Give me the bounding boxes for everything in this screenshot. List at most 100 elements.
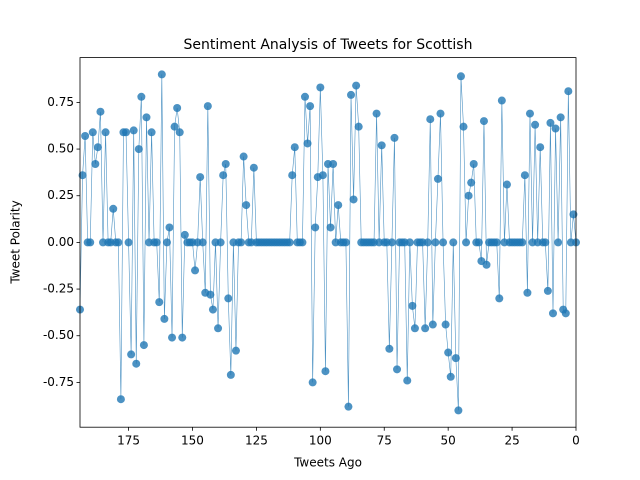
x-tick-label: 175 [117,434,140,448]
point [196,173,205,182]
point [316,83,325,92]
point [441,320,450,329]
chart-title: Sentiment Analysis of Tweets for Scottis… [184,37,473,53]
point [321,367,330,376]
point [467,178,476,187]
point [101,128,110,137]
point [520,171,529,180]
point [208,305,217,314]
point [147,128,156,137]
point [303,139,312,148]
point [116,395,125,404]
x-tick-label: 150 [181,434,204,448]
point [454,406,463,415]
x-tick-label: 100 [309,434,332,448]
y-tick-label: -0.25 [43,282,74,296]
point [175,128,184,137]
point [431,238,440,247]
point [96,107,105,116]
point [426,115,435,124]
point [88,128,97,137]
point [387,238,396,247]
point [152,238,161,247]
point [433,174,442,183]
x-tick-label: 75 [377,434,392,448]
point [109,204,118,213]
point [285,238,294,247]
point [525,109,534,118]
point [191,266,200,275]
point [421,324,430,333]
point [449,238,458,247]
point [290,143,299,152]
point [198,238,207,247]
point [446,372,455,381]
y-axis-label: Tweet Polarity [9,200,23,284]
point [482,260,491,269]
point [393,365,402,374]
point [127,350,136,359]
y-tick-label: 0.50 [47,142,74,156]
point [492,238,501,247]
point [165,223,174,232]
y-tick-label: 0.00 [47,235,74,249]
point [405,238,414,247]
point [226,370,235,379]
point [551,124,560,133]
point [546,118,555,127]
point [408,301,417,310]
point [352,81,361,90]
point [242,201,251,210]
point [561,309,570,318]
point [206,290,215,299]
point [78,171,87,180]
point [216,238,225,247]
point [334,201,343,210]
point [129,126,138,135]
point [239,152,248,161]
point [219,171,228,180]
axes-frame [79,57,577,428]
x-tick-label: 0 [572,434,580,448]
point [569,210,578,219]
point [410,324,419,333]
point [139,341,148,350]
point [502,180,511,189]
point [564,87,573,96]
point [214,324,223,333]
point [462,238,471,247]
y-tick-label: 0.75 [47,95,74,109]
point [306,102,315,111]
point [132,359,141,368]
point [122,128,131,137]
y-tick-label: -0.50 [43,328,74,342]
point [308,378,317,387]
point [318,171,327,180]
point [231,346,240,355]
point [298,238,307,247]
point [451,354,460,363]
x-axis-label: Tweets Ago [293,456,362,470]
point [556,113,565,122]
y-tick-label: -0.75 [43,375,74,389]
point [497,96,506,105]
point [548,309,557,318]
point [173,104,182,112]
point [300,92,309,101]
point [385,344,394,353]
point [134,145,143,154]
point [390,133,399,142]
point [326,223,335,232]
point [124,238,133,247]
point [114,238,123,247]
point [168,333,177,342]
point [444,348,453,357]
point [354,122,363,131]
point [428,320,437,329]
y-tick-label: 0.25 [47,188,74,202]
point [518,238,527,247]
point [311,223,320,232]
point [479,117,488,126]
x-tick-label: 125 [245,434,268,448]
